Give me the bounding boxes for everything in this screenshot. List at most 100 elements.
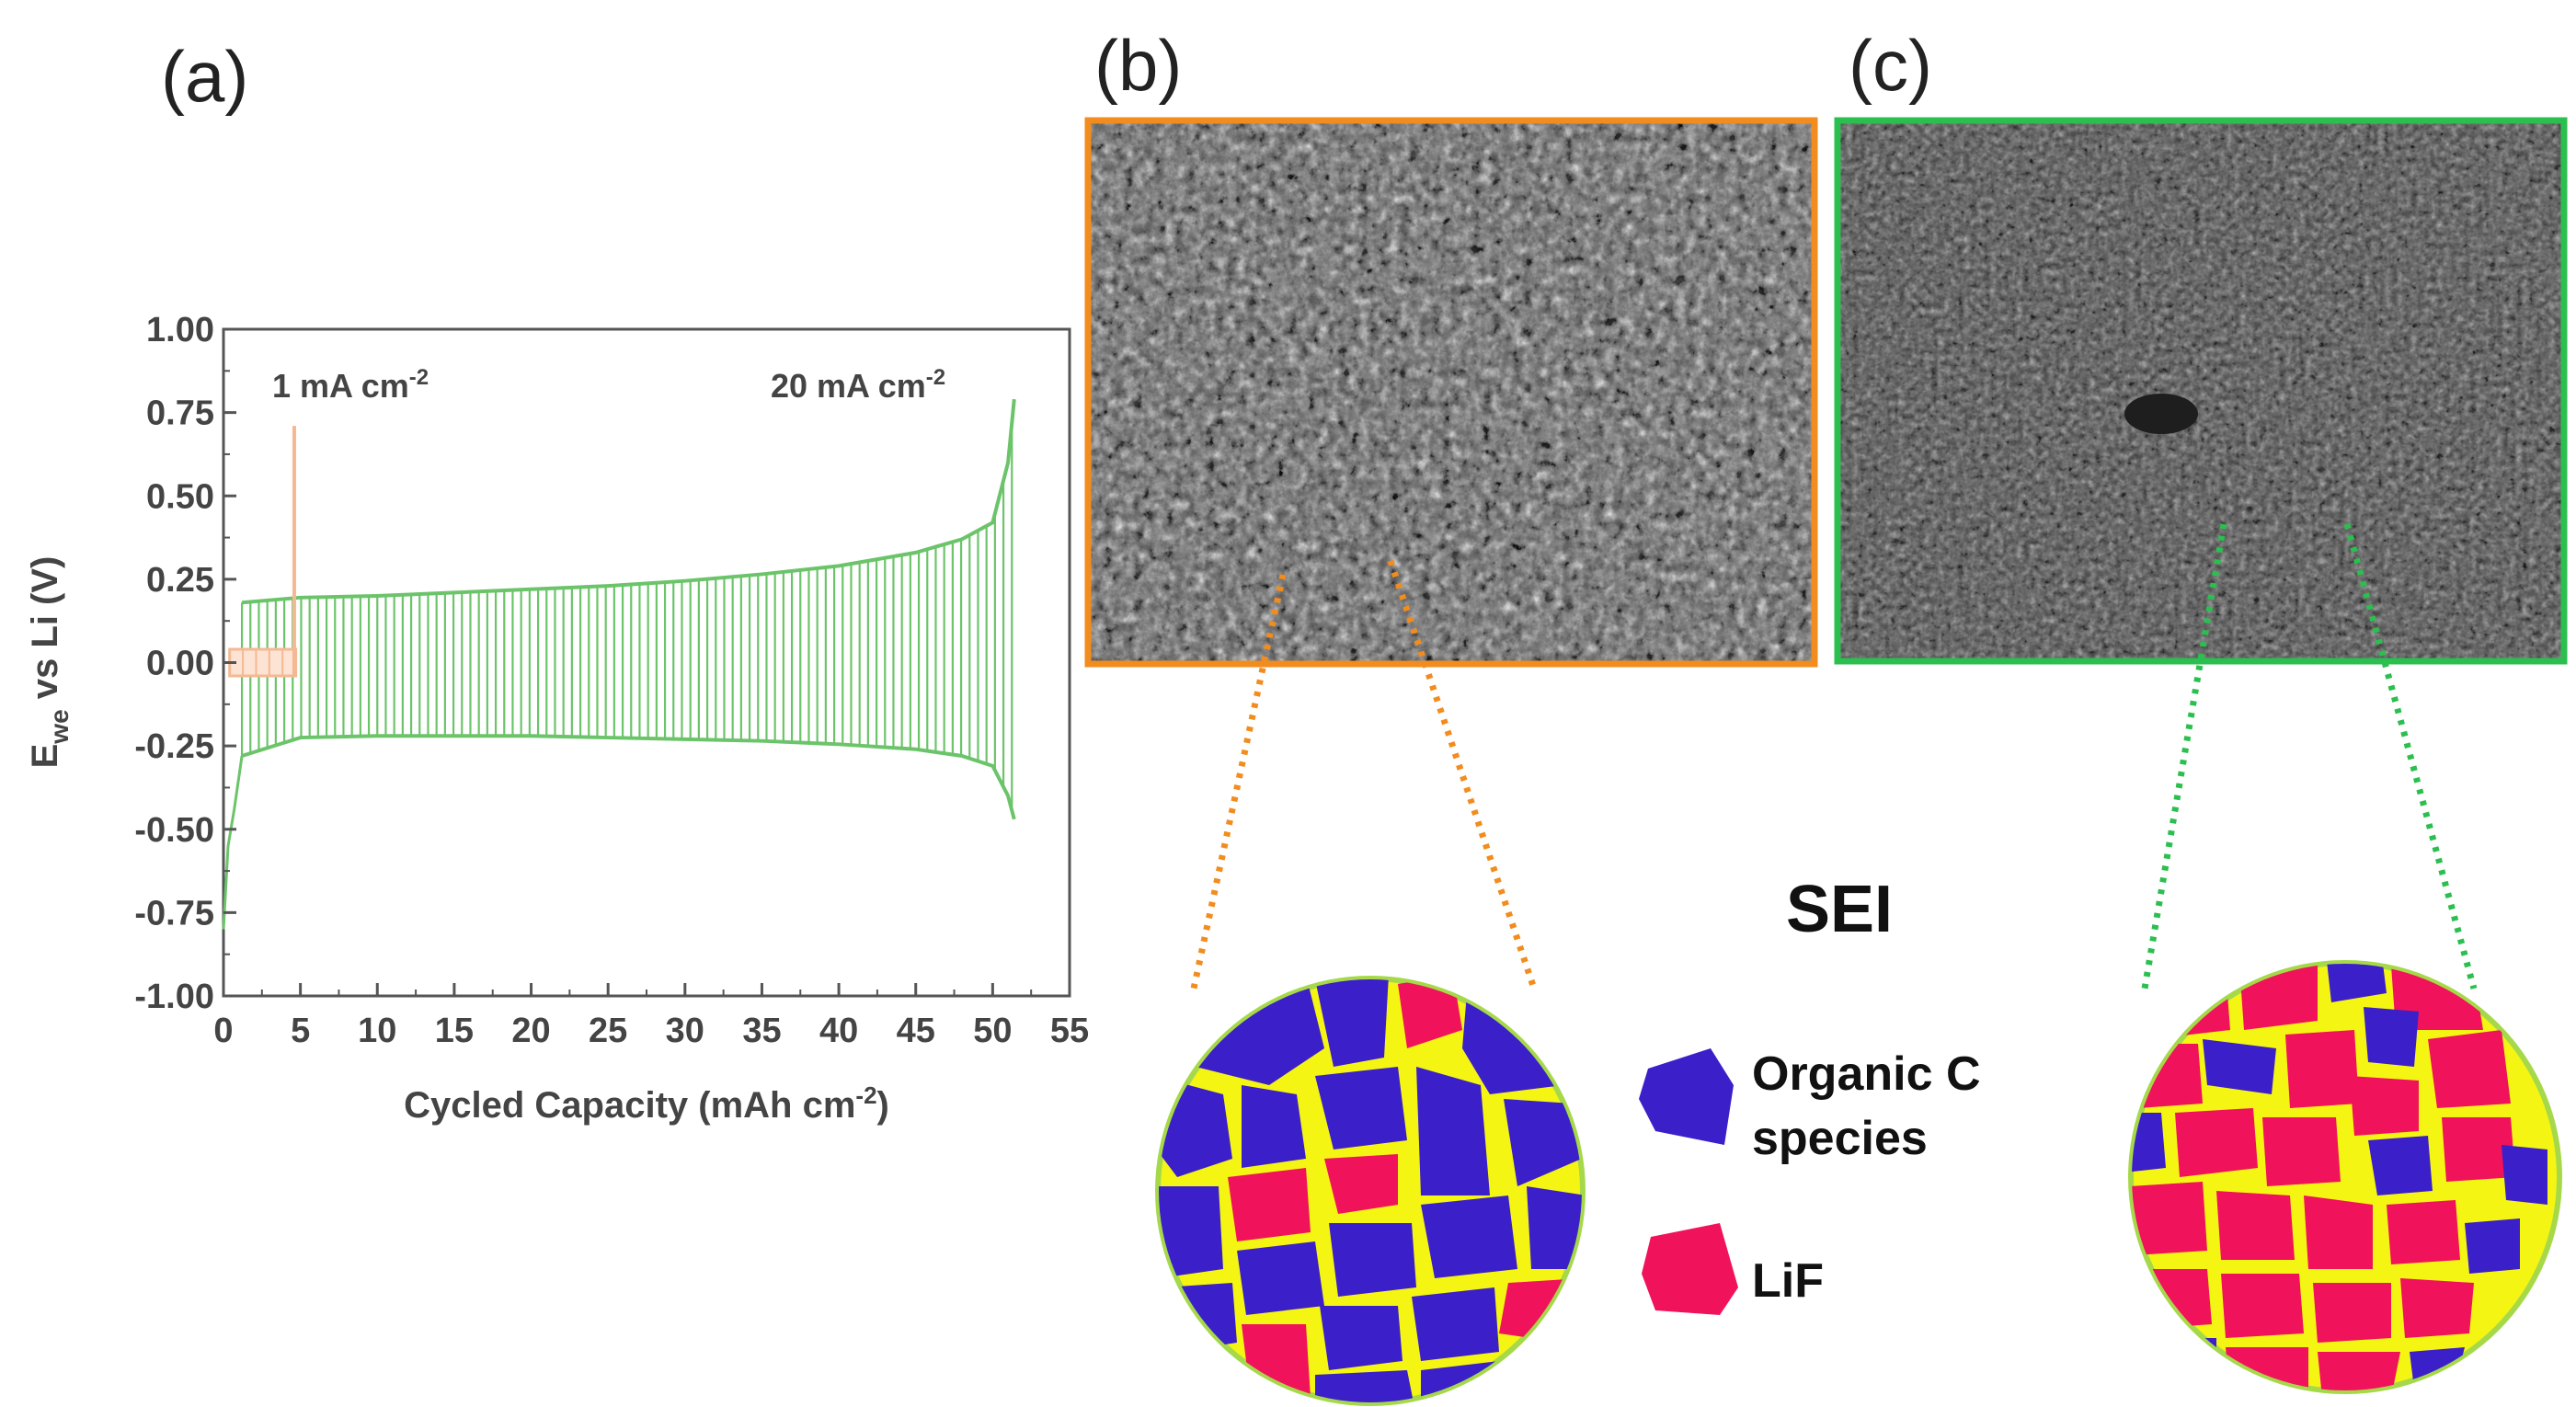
legend-organic-label-2: species [1752, 1112, 1928, 1165]
grain [1315, 1067, 1407, 1150]
y-tick-label: 0.50 [146, 477, 214, 516]
x-tick-label: 50 [973, 1012, 1012, 1050]
grain [1504, 1099, 1582, 1186]
x-tick-label: 30 [666, 1012, 704, 1050]
grain [1527, 1186, 1582, 1269]
grain [1412, 1287, 1499, 1361]
x-axis-label-sup: -2 [855, 1081, 876, 1109]
sei-schematic-lif-rich [2128, 960, 2562, 1394]
x-tick-label: 45 [897, 1012, 935, 1050]
legend-organic-label-1: Organic C [1752, 1047, 1981, 1101]
annotation-20mA-sup: -2 [926, 365, 945, 390]
grain [2138, 1269, 2212, 1329]
grain [1329, 1223, 1416, 1297]
sem-c-border [1834, 117, 2568, 665]
legend-lif-swatch [1642, 1223, 1738, 1315]
y-axis-label-sub: we [45, 709, 74, 744]
y-tick-label: -0.25 [134, 727, 214, 766]
grain [1315, 979, 1389, 1067]
annotation-1mA-text: 1 mA cm [272, 367, 409, 405]
grain [2216, 1191, 2295, 1260]
series-20mA [222, 398, 1016, 930]
x-tick-label: 10 [358, 1012, 396, 1050]
series-layer [222, 398, 1016, 930]
grain [2327, 964, 2387, 1002]
grain [2313, 1283, 2391, 1343]
zoom-line-c-right [2343, 523, 2478, 989]
x-tick-label: 20 [511, 1012, 550, 1050]
y-tick-label: 0.25 [146, 561, 214, 600]
grain [1242, 1085, 1306, 1168]
grain [2304, 1195, 2373, 1269]
grain [2428, 1030, 2511, 1108]
x-tick-label: 0 [213, 1012, 233, 1050]
grain [2262, 1117, 2341, 1186]
sem-b-texture [1088, 120, 1815, 664]
grain [1320, 1306, 1402, 1370]
annotation-20mA: 20 mA cm-2 [771, 365, 945, 405]
grain [1237, 1241, 1324, 1315]
grain [1416, 1067, 1490, 1195]
sei-schematic-organic-rich [1155, 976, 1586, 1406]
sem-b-border [1084, 117, 1818, 668]
sem-c-texture [1838, 120, 2564, 661]
plot-frame [222, 327, 1071, 998]
grain [2410, 1347, 2465, 1389]
grain [2132, 1182, 2207, 1255]
panel-label-b: (b) [1094, 25, 1182, 106]
grain [2387, 1200, 2460, 1264]
grain [2350, 1076, 2419, 1136]
legend-lif-label: LiF [1752, 1254, 1824, 1308]
panel-label-c: (c) [1849, 25, 1932, 106]
x-tick-label: 55 [1050, 1012, 1089, 1050]
annotation-1mA: 1 mA cm-2 [272, 365, 429, 405]
legend-lif: LiF [1642, 1223, 1824, 1315]
annotation-20mA-text: 20 mA cm [771, 367, 926, 405]
grain [2318, 1352, 2400, 1390]
x-tick-label: 15 [435, 1012, 474, 1050]
grain [2203, 1039, 2276, 1094]
series-20mA-initial [222, 755, 244, 930]
y-tick-label: -1.00 [134, 978, 214, 1016]
grain [2226, 1347, 2308, 1390]
x-axis-label-text: Cycled Capacity (mAh cm [404, 1085, 855, 1126]
y-tick-label: -0.75 [134, 894, 214, 932]
series-1mA [228, 426, 298, 678]
grain [2175, 1108, 2258, 1177]
grain [2364, 1007, 2419, 1067]
legend-organic: Organic C species [1639, 1047, 1981, 1165]
x-tick-label: 35 [742, 1012, 781, 1050]
series-20mA-upper [241, 398, 1016, 605]
x-axis-label-close: ) [877, 1085, 889, 1126]
x-tick-label: 5 [291, 1012, 310, 1050]
series-1mA-band [228, 647, 298, 678]
y-tick-label: 0.75 [146, 395, 214, 433]
y-tick-label: 0.00 [146, 645, 214, 683]
sem-image-b [1084, 117, 1818, 668]
annotation-1mA-sup: -2 [409, 365, 429, 390]
grain [2465, 1218, 2520, 1274]
voltage-profile-chart: 0 5 10 15 20 25 30 35 40 45 50 55 -1.00 -0.75 -0.50 -0.… [25, 311, 1089, 1126]
y-tick-label: -0.50 [134, 811, 214, 850]
sei-title: SEI [1786, 873, 1893, 946]
grain [1324, 1154, 1398, 1214]
y-tick-label: 1.00 [146, 311, 214, 349]
sem-c-dark-pore [2124, 394, 2198, 434]
grain [2400, 1278, 2474, 1338]
panel-label-a: (a) [161, 36, 248, 117]
y-axis-label: Ewe vs Li (V) [25, 556, 74, 769]
ticks-layer: 0 5 10 15 20 25 30 35 40 45 50 55 -1.00 -0.75 -0.50 -0.… [134, 311, 1089, 1050]
grain [2502, 1145, 2547, 1205]
grain [2221, 1274, 2304, 1338]
grain [1315, 1370, 1416, 1402]
grain [2368, 1136, 2433, 1195]
y-axis-label-main: E [25, 744, 65, 769]
grain [1499, 1278, 1582, 1343]
series-20mA-lower [241, 734, 1016, 820]
x-tick-label: 25 [589, 1012, 627, 1050]
zoom-line-b-right [1387, 559, 1538, 990]
grain [1242, 1324, 1311, 1398]
grain [2239, 966, 2318, 1030]
sem-image-c [1834, 117, 2568, 665]
grain [1421, 1195, 1517, 1278]
